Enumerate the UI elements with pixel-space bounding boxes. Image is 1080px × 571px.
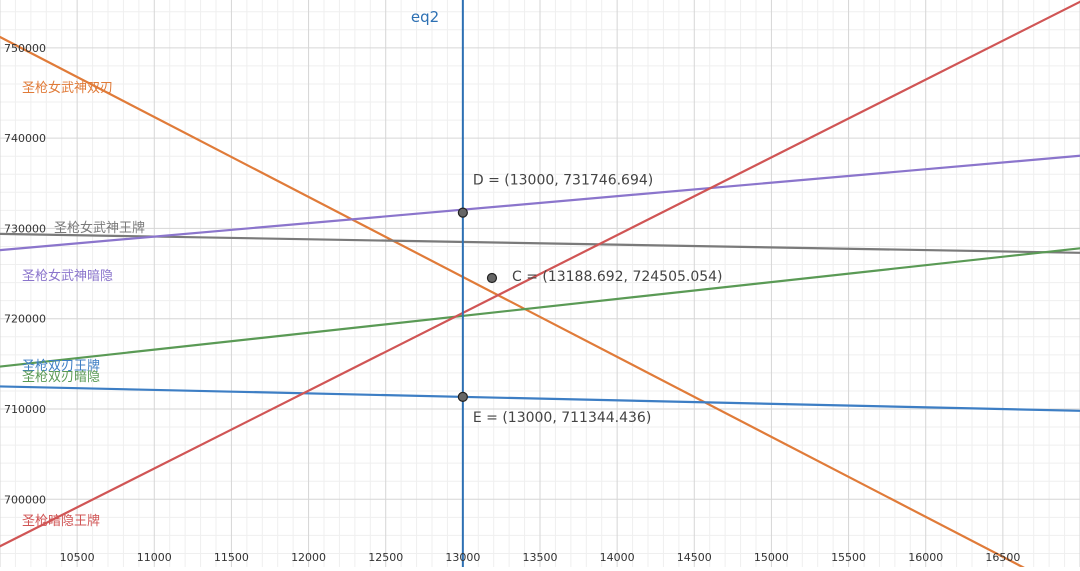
series-label-6: 圣枪暗隐王牌 xyxy=(22,513,100,529)
x-tick-label: 11000 xyxy=(137,551,172,564)
x-tick-label: 12500 xyxy=(368,551,403,564)
vertical-line-group: eq2 xyxy=(411,0,464,567)
x-tick-label: 13000 xyxy=(445,551,480,564)
series-line-2 xyxy=(0,232,1080,254)
series-label-2: 圣枪女武神王牌 xyxy=(54,220,145,236)
x-tick-label: 16500 xyxy=(985,551,1020,564)
x-tick-label: 16000 xyxy=(908,551,943,564)
point-C[interactable] xyxy=(486,272,498,284)
series-line-4 xyxy=(0,385,1080,412)
y-tick-label: 750000 xyxy=(4,42,46,55)
point-E[interactable] xyxy=(457,391,468,402)
x-tick-label: 11500 xyxy=(214,551,249,564)
series-line-5 xyxy=(0,247,1080,368)
point-label-E: E = (13000, 711344.436) xyxy=(473,410,651,426)
series-line-6 xyxy=(0,0,1080,548)
y-tick-label: 720000 xyxy=(4,313,46,326)
point-label-C: C = (13188.692, 724505.054) xyxy=(512,269,723,285)
series-line-3 xyxy=(0,154,1080,252)
series-label-4: 圣枪双刃王牌 xyxy=(22,358,100,374)
point-D[interactable] xyxy=(457,207,468,218)
y-tick-label: 730000 xyxy=(4,222,46,235)
y-tick-label: 710000 xyxy=(4,403,46,416)
x-tick-label: 13500 xyxy=(523,551,558,564)
x-tick-label: 12000 xyxy=(291,551,326,564)
points-group: D = (13000, 731746.694) C = (13188.692, 7… xyxy=(457,173,723,426)
vertical-line-label: eq2 xyxy=(411,8,439,26)
series-label-5: 圣枪双刃暗隐 xyxy=(22,369,100,385)
x-tick-label: 10500 xyxy=(60,551,95,564)
series-label-1: 圣枪女武神双刃 xyxy=(22,80,113,96)
x-tick-label: 15500 xyxy=(831,551,866,564)
series-line-1 xyxy=(0,35,1033,571)
x-tick-label: 15000 xyxy=(754,551,789,564)
y-tick-label: 700000 xyxy=(4,493,46,506)
x-tick-label: 14500 xyxy=(677,551,712,564)
point-label-D: D = (13000, 731746.694) xyxy=(473,173,653,189)
series-label-3: 圣枪女武神暗隐 xyxy=(22,268,113,284)
tick-labels: 10500 11000 11500 12000 12500 13000 13500 14000… xyxy=(4,42,1020,564)
x-tick-label: 14000 xyxy=(600,551,635,564)
y-tick-label: 740000 xyxy=(4,132,46,145)
